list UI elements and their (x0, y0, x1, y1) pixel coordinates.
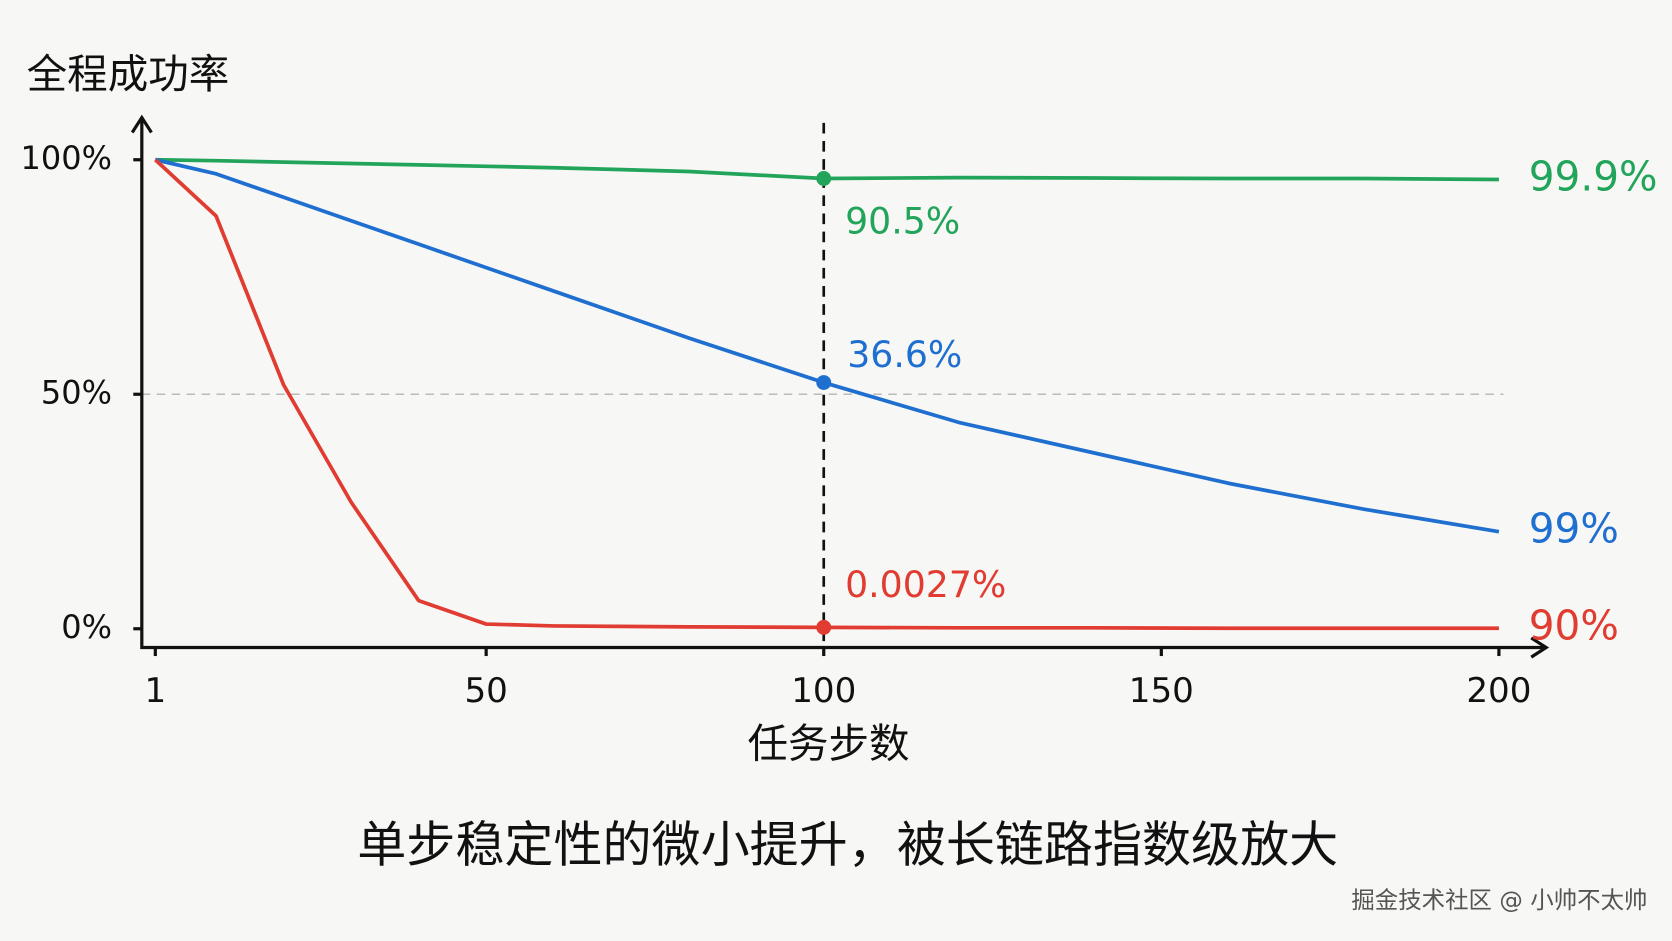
y-axis-label: 全程成功率 (27, 50, 230, 98)
series-line (154, 158, 1499, 631)
y-tick-label: 50% (41, 373, 112, 411)
marker-dot (816, 619, 832, 635)
x-tick-label: 1 (144, 671, 166, 711)
marker-dot (816, 375, 832, 390)
marker-dot (816, 171, 832, 186)
series-label: 99% (1529, 505, 1619, 553)
arrow (1530, 636, 1550, 659)
annotation: 90.5% (845, 199, 960, 242)
annotation: 0.0027% (845, 563, 1006, 606)
x-tick-label: 200 (1466, 671, 1531, 711)
y-tick-label: 0% (61, 608, 112, 646)
annotation: 36.6% (847, 333, 962, 376)
series-label: 99.9% (1529, 152, 1658, 200)
x-tick-label: 150 (1129, 671, 1194, 711)
series-line (155, 157, 1499, 182)
y-tick-label: 100% (21, 139, 112, 177)
watermark: 掘金技术社区 @ 小帅不太帅 (1351, 886, 1647, 914)
arrow (130, 114, 153, 134)
axes (140, 117, 1547, 650)
x-tick-label: 50 (464, 671, 507, 711)
series-line (154, 157, 1500, 534)
x-axis-label: 任务步数 (747, 720, 909, 768)
x-tick-label: 100 (791, 671, 856, 711)
chart-title: 单步稳定性的微小提升，被长链路指数级放大 (357, 815, 1338, 873)
series-label: 90% (1529, 601, 1619, 649)
